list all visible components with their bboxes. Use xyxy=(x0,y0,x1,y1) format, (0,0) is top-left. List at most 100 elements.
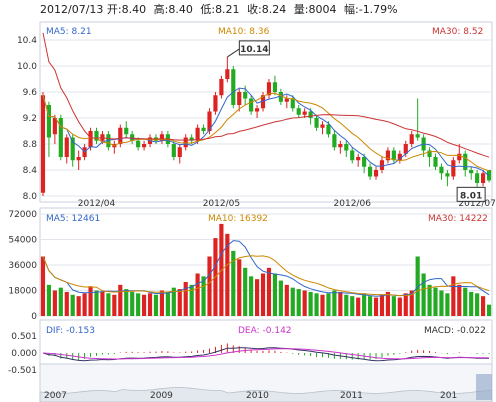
volume-bar xyxy=(58,287,63,316)
candle-body xyxy=(213,95,218,112)
candle-body xyxy=(409,134,414,144)
price-y-tick: 9.2 xyxy=(23,114,37,124)
candle-body xyxy=(302,111,307,115)
candlestick-series xyxy=(40,56,492,196)
candle-body xyxy=(254,108,260,112)
volume-bar xyxy=(189,284,194,316)
quote-date: 2012/07/13 xyxy=(40,3,103,16)
volume-bar xyxy=(397,297,402,316)
candle-body xyxy=(320,124,325,128)
candle-body xyxy=(350,150,355,161)
timeline-year: 2009 xyxy=(150,391,173,401)
price-x-tick: 2012/07 xyxy=(458,199,495,209)
candle-body xyxy=(40,95,46,193)
candle-body xyxy=(367,166,373,177)
volume-bar xyxy=(82,293,87,316)
timeline-selection-handle[interactable] xyxy=(476,374,492,400)
timeline-area xyxy=(39,387,493,402)
volume-bar xyxy=(469,291,474,316)
low-value: 8.21 xyxy=(215,3,240,16)
macd-value-label: MACD: -0.022 xyxy=(424,326,486,336)
volume-bar xyxy=(409,290,414,316)
price-x-tick: 2012/05 xyxy=(203,199,240,209)
volume-bar xyxy=(272,273,278,316)
candle-body xyxy=(332,134,337,148)
volume-bar xyxy=(302,290,307,316)
candle-body xyxy=(136,140,141,148)
volume-bar xyxy=(243,267,248,316)
volume-bar xyxy=(100,291,105,316)
close-label: 收: xyxy=(247,2,262,16)
volume-bar xyxy=(46,284,52,316)
candle-body xyxy=(266,82,272,96)
macd-dea-line xyxy=(42,348,490,360)
candle-body xyxy=(480,173,486,183)
volume-y-tick: 36000 xyxy=(8,261,37,271)
candle-body xyxy=(94,131,99,141)
candle-body xyxy=(314,118,319,128)
volume-bar xyxy=(106,293,111,316)
candle-body xyxy=(141,144,147,148)
volume-value: 8004 xyxy=(309,3,337,16)
volume-bar xyxy=(475,293,480,316)
candle-body xyxy=(207,111,212,131)
volume-bar xyxy=(40,256,46,316)
volume-y-tick: 54000 xyxy=(8,236,37,246)
candle-body xyxy=(290,98,295,109)
volume-bar xyxy=(260,273,266,316)
volume-bar xyxy=(136,293,141,316)
volume-bar xyxy=(332,290,337,316)
volume-bar xyxy=(171,287,176,316)
candle-body xyxy=(278,92,283,102)
candle-body xyxy=(379,160,385,170)
volume-bar xyxy=(207,256,212,316)
volume-bar xyxy=(367,296,373,316)
candle-body xyxy=(249,98,254,112)
macd-dif-label: DIF: -0.153 xyxy=(46,326,95,336)
candle-body xyxy=(219,79,224,96)
candle-body xyxy=(171,144,176,157)
volume-bar xyxy=(451,276,456,316)
price-y-tick: 10.4 xyxy=(17,36,37,46)
candle-body xyxy=(260,95,266,109)
candle-body xyxy=(344,144,349,151)
macd-y-tick: -0.501 xyxy=(8,366,37,376)
volume-bar xyxy=(433,287,438,316)
candle-body xyxy=(486,170,492,181)
price-y-tick: 8.8 xyxy=(23,140,38,150)
candle-body xyxy=(338,144,343,148)
quote-header: 2012/07/13 开:8.40 高:8.40 低:8.21 收:8.24 量… xyxy=(40,2,398,16)
candle-body xyxy=(231,69,236,105)
price-x-tick: 2012/04 xyxy=(78,199,116,209)
macd-y-tick: 0.501 xyxy=(11,332,37,342)
volume-bar xyxy=(237,259,242,316)
candle-body xyxy=(326,124,331,135)
volume-ma10-label: MA10: 16392 xyxy=(208,214,268,224)
volume-bar xyxy=(403,293,408,316)
volume-bar xyxy=(326,293,331,316)
candle-body xyxy=(284,98,289,102)
extreme-markers: 10.14 8.01 xyxy=(227,40,486,202)
candle-body xyxy=(469,170,474,174)
volume-bar xyxy=(308,291,313,316)
candle-body xyxy=(308,111,313,118)
timeline-year: 2011 xyxy=(340,391,363,401)
volume-bar xyxy=(70,294,75,316)
candle-body xyxy=(189,137,194,141)
candle-body xyxy=(457,153,462,161)
volume-bar xyxy=(159,290,165,316)
candle-body xyxy=(391,150,396,161)
timeline-year-labels: 2007 2009 2010 2011 201 xyxy=(44,391,457,401)
volume-ma30-label: MA30: 14222 xyxy=(428,214,488,224)
candle-body xyxy=(373,170,379,177)
volume-label: 量: xyxy=(294,3,309,16)
candle-body xyxy=(439,166,444,174)
volume-bar xyxy=(457,284,462,316)
volume-bar xyxy=(112,294,117,316)
price-ma10-line xyxy=(42,92,490,172)
open-label: 开: xyxy=(107,3,122,16)
volume-bar xyxy=(314,293,319,316)
volume-bar xyxy=(296,289,301,316)
